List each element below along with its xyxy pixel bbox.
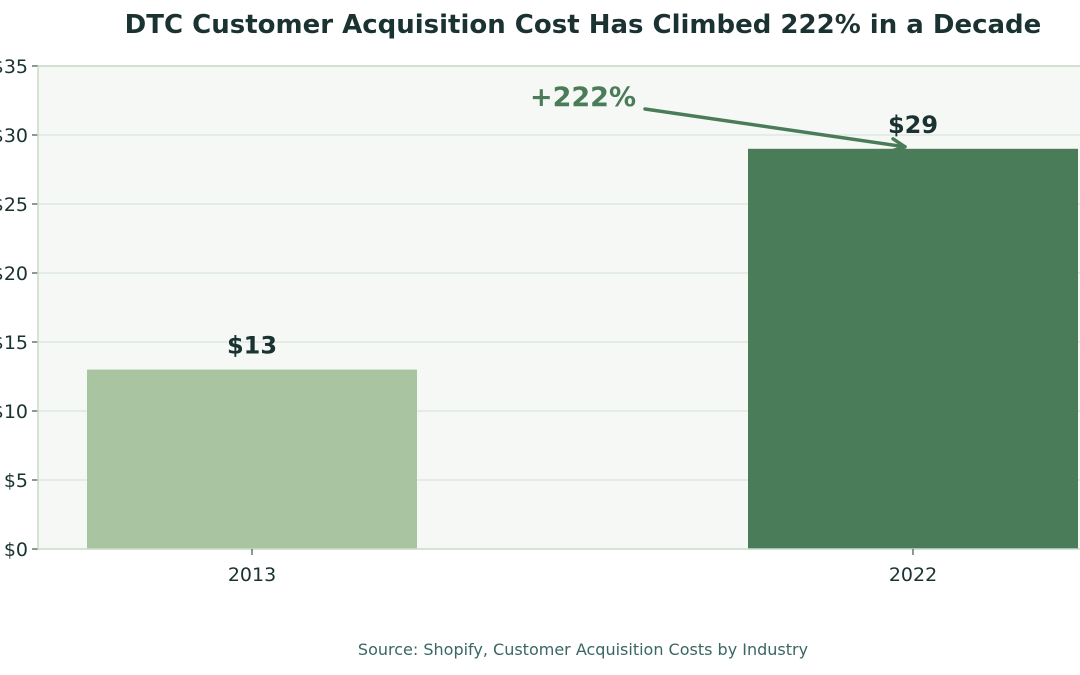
y-tick-label: $30	[0, 125, 28, 147]
data-label-2022: $29	[888, 111, 938, 139]
y-tick-label: $5	[4, 470, 28, 492]
source-note: Source: Shopify, Customer Acquisition Co…	[357, 640, 809, 659]
annotation-arrow-head	[890, 137, 907, 153]
bar-chart: $0 $5 $10 $15 $20 $25 $30 $35 2013 2022 $13 $29 +2…	[0, 56, 1080, 586]
annotation: +222%	[530, 82, 907, 153]
y-tick-label: $0	[4, 539, 28, 561]
y-tick-label: $20	[0, 263, 28, 285]
data-labels: $13 $29	[227, 111, 938, 360]
y-tick-label: $10	[0, 401, 28, 423]
chart-title: DTC Customer Acquisition Cost Has Climbe…	[124, 10, 1042, 40]
bar-2013	[87, 369, 417, 549]
annotation-label: +222%	[530, 82, 636, 113]
y-tick-label: $25	[0, 194, 28, 216]
y-tick-label: $35	[0, 56, 28, 78]
x-tick-label: 2013	[228, 564, 276, 586]
annotation-arrow-line	[643, 107, 907, 149]
y-tick-label: $15	[0, 332, 28, 354]
axes: $0 $5 $10 $15 $20 $25 $30 $35 2013 2022	[0, 56, 1080, 586]
data-label-2013: $13	[227, 332, 277, 360]
x-tick-label: 2022	[889, 564, 937, 586]
bar-2022	[748, 148, 1078, 550]
bars	[87, 148, 1078, 550]
